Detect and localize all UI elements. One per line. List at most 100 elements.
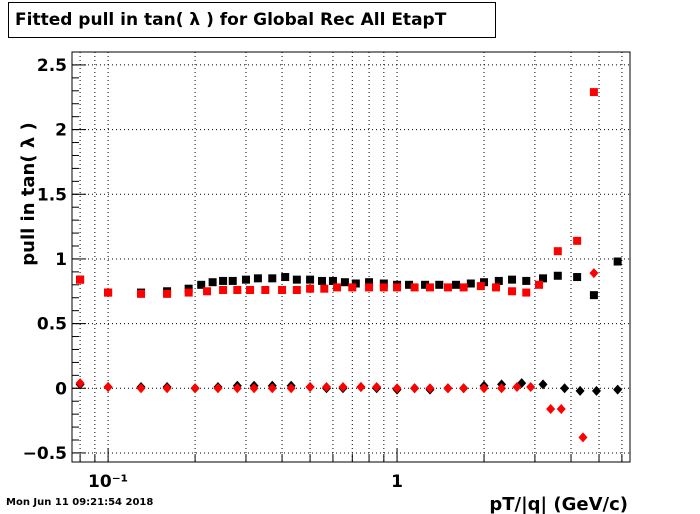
data-point [459,383,469,394]
data-point [292,275,301,284]
data-point [522,276,531,285]
data-point [589,291,598,300]
data-point [184,288,193,297]
data-point [281,273,290,282]
data-point [425,383,435,394]
x-tick-label: 1 [391,472,403,492]
data-point [305,381,315,392]
data-point [340,278,349,287]
data-point [136,383,146,394]
data-point [246,285,255,294]
data-point [553,271,562,280]
data-point [268,274,277,283]
series-0 [76,257,622,300]
data-point [508,275,517,284]
data-point [459,283,468,292]
data-point [162,383,172,394]
data-point [575,385,585,396]
data-point [425,283,434,292]
data-point [261,285,270,294]
data-point [75,378,85,389]
series-3 [75,268,599,443]
y-tick-label: 1 [55,250,67,270]
data-point [76,275,85,284]
data-point [328,276,337,285]
data-point [508,287,517,296]
data-point [320,284,329,293]
timestamp: Mon Jun 11 09:21:54 2018 [6,497,154,508]
data-point [163,289,172,298]
data-point [556,403,566,414]
y-tick-label: 2 [55,121,67,141]
data-point [421,280,430,289]
data-point [443,383,453,394]
data-point [292,285,301,294]
data-point [103,381,113,392]
data-point [494,276,503,285]
data-point [267,383,277,394]
data-point [197,280,206,289]
data-point [379,283,388,292]
data-point [452,280,461,289]
data-point [405,280,414,289]
data-point [306,284,315,293]
data-point [522,288,531,297]
data-point [348,283,357,292]
data-point [410,283,419,292]
data-point [333,283,342,292]
data-point [512,381,522,392]
plot-frame [71,51,631,463]
data-point [526,381,536,392]
data-point [539,274,548,283]
data-point [546,403,556,414]
series-2 [75,378,623,396]
data-point [233,285,242,294]
data-points [75,88,623,443]
data-point [219,285,228,294]
data-point [613,257,622,266]
y-tick-label: 0.5 [37,315,67,335]
data-point [538,379,548,390]
data-point [137,289,146,298]
data-point [253,274,262,283]
y-tick-label: −0.5 [23,444,67,464]
data-point [249,383,259,394]
data-point [497,383,507,394]
data-point [573,236,582,245]
axes: −0.5 0 0.5 1 1.5 2 2.5 10⁻¹ 1 [23,56,623,492]
data-point [219,276,228,285]
data-point [479,383,489,394]
data-point [466,279,475,288]
y-axis-label: pull in tan( λ ) [18,122,39,266]
y-tick-label: 2.5 [37,56,67,76]
data-point [589,88,598,97]
data-point [410,383,420,394]
data-point [190,383,200,394]
data-point [104,288,113,297]
data-point [443,283,452,292]
y-tick-label: 1.5 [37,185,67,205]
data-point [322,381,332,392]
data-point [392,383,402,394]
data-point [213,383,223,394]
data-point [491,283,500,292]
data-point [365,278,374,287]
data-point [208,278,217,287]
data-point [535,280,544,289]
data-point [476,282,485,291]
data-point [278,285,287,294]
data-point [553,247,562,256]
data-point [435,280,444,289]
data-point [365,283,374,292]
grid [72,52,630,462]
data-point [393,283,402,292]
data-point [241,275,250,284]
data-point [589,268,599,279]
data-point [232,383,242,394]
data-point [573,273,582,282]
data-point [560,383,570,394]
data-point [356,381,366,392]
data-point [306,275,315,284]
data-point [286,383,296,394]
